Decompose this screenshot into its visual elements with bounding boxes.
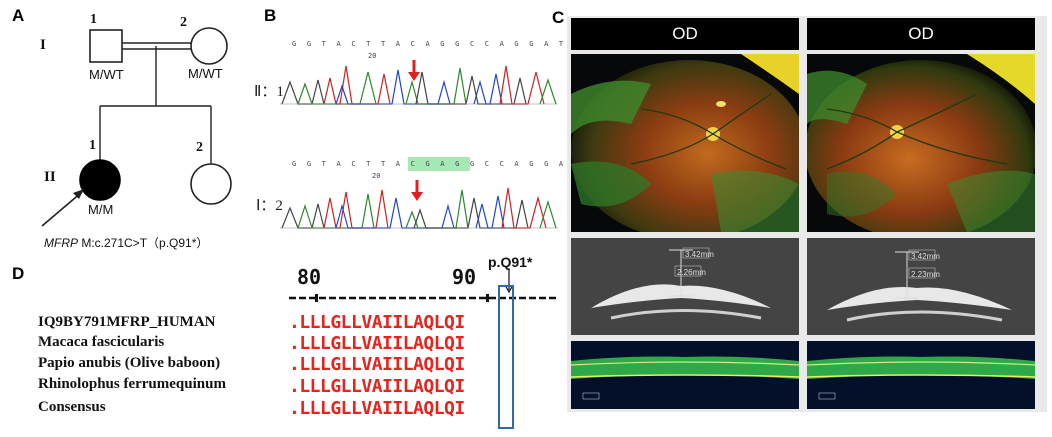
chromatogram-1 bbox=[280, 65, 558, 105]
trace-2-highlight bbox=[408, 157, 470, 171]
mutation-gene: MFRP bbox=[44, 236, 78, 250]
sequence-row-5: .LLLGLLVAIILAQLQI bbox=[289, 398, 465, 419]
oct-image-left bbox=[571, 341, 799, 409]
trace-1-marker: 20 bbox=[368, 52, 377, 60]
chromatogram-2 bbox=[280, 187, 558, 229]
trace-2-marker: 20 bbox=[372, 172, 381, 180]
genotype-I2: M/WT bbox=[188, 66, 223, 81]
ruler-90: 90 bbox=[452, 265, 477, 289]
pedigree-female-unaffected-2 bbox=[190, 163, 232, 205]
mutation-text: M:c.271C>T（p.Q91*） bbox=[78, 236, 209, 250]
mutation-arrow-1 bbox=[408, 60, 420, 81]
mutation-arrow-2 bbox=[411, 180, 423, 201]
sequence-row-2: .LLLGLLVAIILAQLQI bbox=[289, 333, 465, 354]
ruler-80: 80 bbox=[297, 265, 322, 289]
genotype-I1: M/WT bbox=[89, 67, 124, 82]
sequence-row-4: .LLLGLLVAIILAQLQI bbox=[289, 376, 465, 397]
trace-1-bases: G G T A C T T A C A G G C C A G G A T bbox=[292, 40, 567, 48]
trace-2-label: Ⅰ：2 bbox=[256, 198, 283, 214]
q91-highlight-box bbox=[498, 285, 514, 429]
species-row-4: Rhinolophus ferrumequinum bbox=[38, 376, 226, 392]
ultrasound-right-m1: 3.42mm bbox=[911, 252, 940, 261]
fundus-image-left bbox=[571, 54, 799, 232]
pedigree-chart bbox=[41, 27, 232, 227]
generation-label-2: II bbox=[44, 169, 56, 185]
alignment-ruler bbox=[289, 294, 557, 302]
pedigree-female-unaffected bbox=[190, 27, 228, 65]
p-q91-label: p.Q91* bbox=[488, 254, 533, 270]
generation-label-1: I bbox=[40, 37, 46, 53]
pedigree-female-affected bbox=[79, 159, 121, 201]
trace-2-bases: G G T A C T T A C G A G G C C A G G A T bbox=[292, 160, 582, 168]
individual-number-I2: 2 bbox=[180, 15, 187, 30]
panel-label-b: B bbox=[264, 6, 277, 25]
individual-number-II1: 1 bbox=[89, 138, 96, 153]
oct-image-right bbox=[807, 341, 1035, 409]
panel-label-d: D bbox=[12, 264, 25, 283]
ultrasound-left-m1: 3.42mm bbox=[685, 250, 714, 259]
individual-number-I1: 1 bbox=[90, 12, 97, 27]
individual-number-II2: 2 bbox=[196, 140, 203, 155]
proband-arrow bbox=[41, 191, 83, 227]
sequence-row-3: .LLLGLLVAIILAQLQI bbox=[289, 354, 465, 375]
od-header-right: OD bbox=[807, 18, 1035, 50]
species-row-2: Macaca fascicularis bbox=[38, 334, 165, 350]
panel-label-a: A bbox=[12, 6, 25, 25]
genotype-II1: M/M bbox=[88, 202, 114, 217]
species-row-5: Consensus bbox=[38, 399, 106, 415]
trace-1-label: Ⅱ：1 bbox=[254, 84, 284, 100]
ultrasound-left-m2: 2.26mm bbox=[677, 268, 706, 277]
pedigree-male-unaffected bbox=[89, 29, 123, 63]
sequence-row-1: .LLLGLLVAIILAQLQI bbox=[289, 312, 465, 333]
species-row-1: IQ9BY791MFRP_HUMAN bbox=[38, 314, 216, 330]
species-row-3: Papio anubis (Olive baboon) bbox=[38, 355, 221, 371]
panel-label-c: C bbox=[552, 8, 565, 27]
od-header-left: OD bbox=[571, 18, 799, 50]
ultrasound-right-m2: 2.23mm bbox=[911, 270, 940, 279]
ultrasound-image-right bbox=[807, 238, 1035, 335]
proband-arrow-head bbox=[73, 189, 84, 199]
mutation-annotation: MFRP M:c.271C>T（p.Q91*） bbox=[44, 234, 208, 251]
ultrasound-image-left bbox=[571, 238, 799, 335]
fundus-image-right bbox=[807, 54, 1035, 232]
